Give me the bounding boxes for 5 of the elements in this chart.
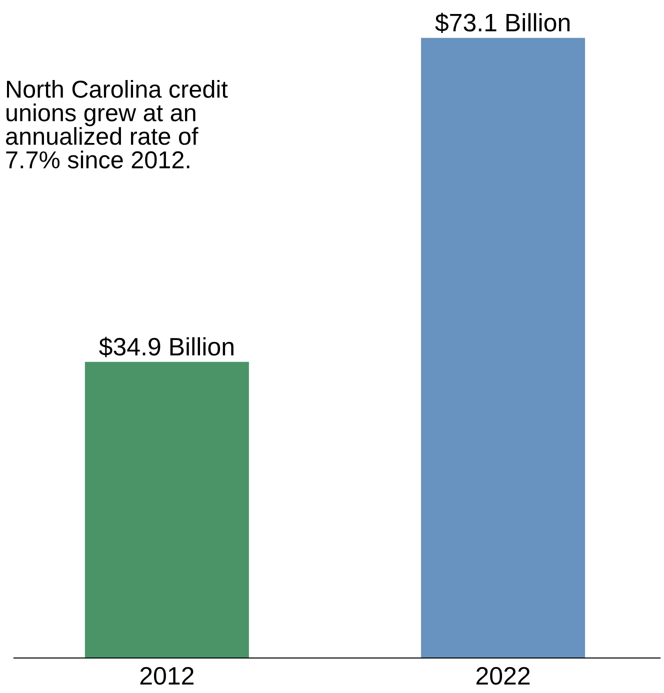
x-tick-label: 2012 <box>140 666 194 685</box>
data-label: $73.1 Billion <box>435 12 570 33</box>
annotation: North Carolina credit unions grew at an annualized rate of 7.7% since 2012. <box>6 80 228 168</box>
x-tick-label: 2022 <box>476 666 530 685</box>
data-label: $34.9 Billion <box>99 336 234 358</box>
